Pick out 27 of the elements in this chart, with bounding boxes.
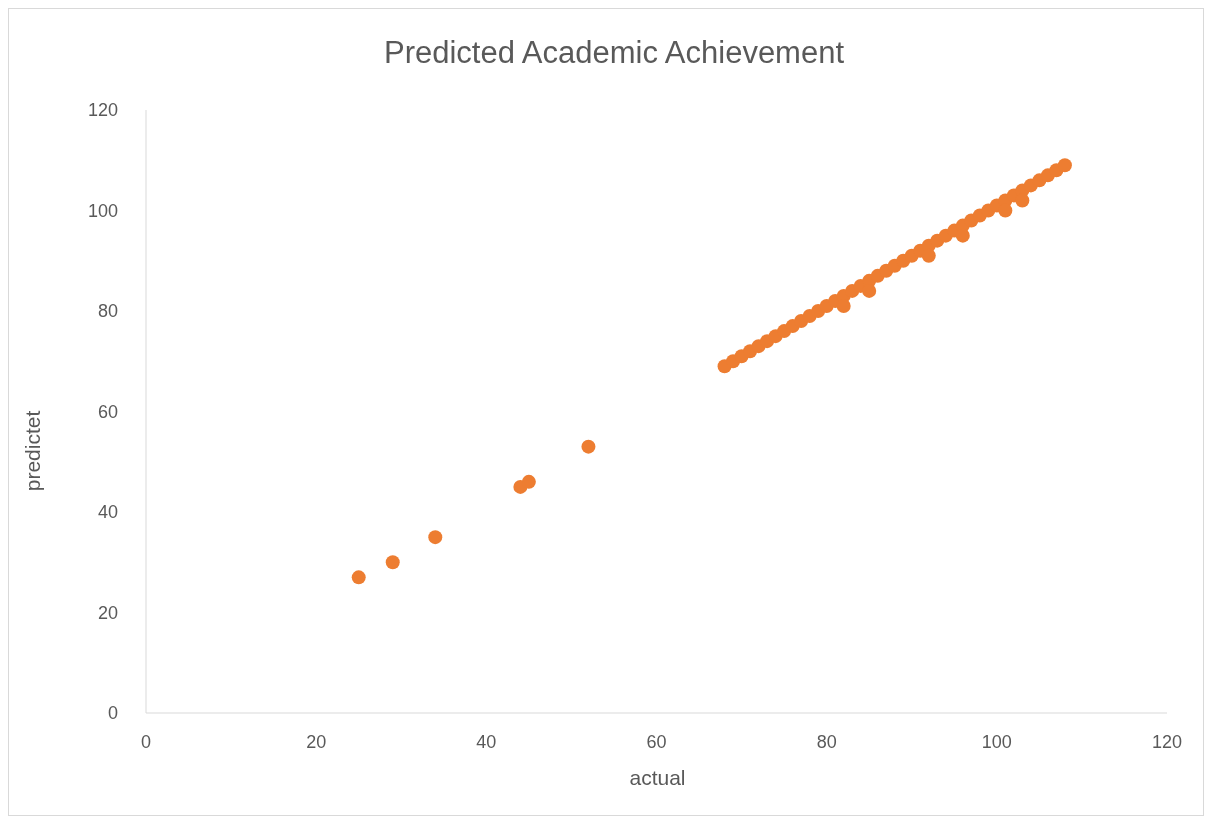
point <box>521 474 536 489</box>
chart-title: Predicted Academic Achievement <box>382 35 846 71</box>
y-tick-label: 120 <box>87 100 118 121</box>
y-axis-title: predictet <box>21 410 45 492</box>
x-axis-title: actual <box>628 766 687 790</box>
point <box>1057 158 1072 173</box>
point <box>955 228 970 243</box>
point <box>351 570 366 585</box>
point <box>998 203 1013 218</box>
point <box>581 439 596 454</box>
x-tick-label: 120 <box>1151 731 1183 752</box>
x-tick-label: 80 <box>816 731 837 752</box>
y-tick-label: 80 <box>97 301 118 322</box>
y-tick-label: 40 <box>97 502 118 523</box>
x-tick-label: 60 <box>646 731 667 752</box>
point <box>428 530 443 545</box>
x-tick-label: 100 <box>981 731 1012 752</box>
x-tick-label: 40 <box>476 731 497 752</box>
x-tick-label: 20 <box>306 731 327 752</box>
point <box>1015 193 1030 208</box>
x-tick-label: 0 <box>140 731 152 752</box>
point <box>921 248 936 263</box>
point <box>385 555 400 570</box>
y-tick-label: 20 <box>97 602 118 623</box>
y-tick-label: 60 <box>97 401 118 422</box>
y-tick-label: 0 <box>107 703 118 724</box>
y-tick-label: 100 <box>87 200 118 221</box>
